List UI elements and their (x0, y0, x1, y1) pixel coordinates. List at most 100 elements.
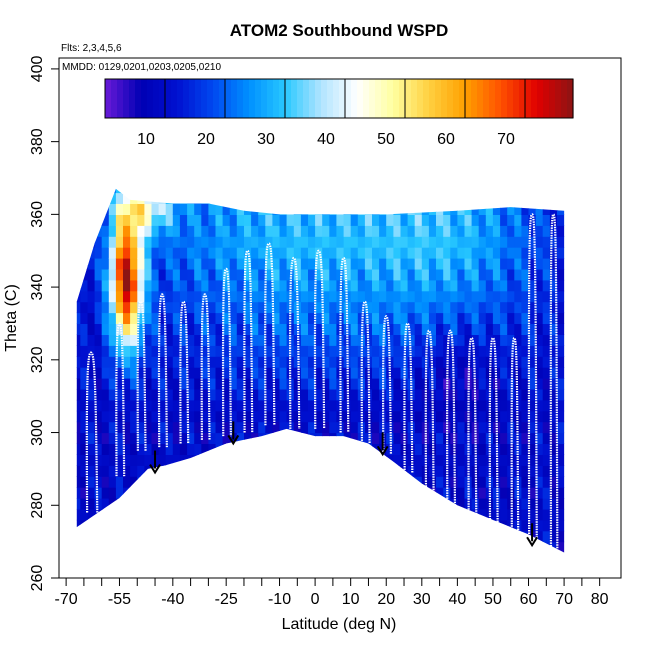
heatmap-cell (293, 508, 302, 521)
heatmap-cell (372, 552, 380, 553)
heatmap-cell (123, 214, 131, 226)
heatmap-cell (436, 334, 444, 346)
heatmap-cell (485, 258, 494, 270)
heatmap-cell (507, 541, 515, 553)
heatmap-cell (521, 236, 530, 248)
heatmap-cell (343, 454, 352, 466)
heatmap-cell (123, 312, 131, 324)
heatmap-cell (300, 334, 309, 346)
heatmap-cell (535, 530, 544, 543)
heatmap-cell (485, 541, 494, 553)
heatmap-cell (364, 519, 373, 532)
heatmap-cell (557, 192, 565, 204)
heatmap-cell (215, 410, 224, 423)
heatmap-cell (144, 334, 153, 346)
heatmap-cell (393, 323, 402, 335)
heatmap-cell (279, 236, 288, 248)
heatmap-cell (549, 508, 558, 521)
flight-profile (264, 242, 276, 426)
colorbar-swatch (189, 79, 196, 118)
heatmap-cell (564, 400, 572, 412)
colorbar-swatch (249, 79, 256, 118)
heatmap-cell (108, 268, 117, 281)
heatmap-cell (315, 171, 323, 183)
heatmap-cell (457, 290, 466, 303)
heatmap-cell (115, 334, 124, 346)
heatmap-cell (187, 203, 195, 215)
heatmap-cell (87, 345, 96, 357)
heatmap-cell (400, 279, 409, 292)
heatmap-cell (258, 410, 266, 423)
heatmap-cell (130, 334, 138, 346)
heatmap-cell (400, 498, 409, 510)
heatmap-cell (485, 476, 494, 488)
heatmap-cell (222, 454, 231, 466)
heatmap-cell (80, 203, 88, 215)
heatmap-cell (115, 421, 124, 434)
heatmap-cell (87, 188, 96, 194)
heatmap-cell (101, 323, 110, 335)
heatmap-cell (172, 236, 181, 248)
heatmap-cell (421, 301, 430, 314)
heatmap-cell (151, 421, 160, 434)
heatmap-cell (272, 552, 281, 553)
heatmap-cell (478, 356, 487, 368)
heatmap-cell (343, 530, 352, 543)
heatmap-cell (194, 508, 202, 521)
heatmap-cell (500, 367, 508, 379)
heatmap-cell (457, 268, 466, 281)
heatmap-cell (265, 312, 273, 324)
heatmap-cell (123, 356, 131, 368)
heatmap-cell (521, 301, 530, 314)
heatmap-cell (386, 203, 394, 215)
heatmap-cell (229, 443, 238, 455)
heatmap-cell (329, 421, 337, 434)
heatmap-cell (108, 508, 117, 521)
heatmap-cell (393, 410, 402, 423)
heatmap-cell (94, 432, 103, 444)
heatmap-cell (279, 519, 288, 532)
heatmap-cell (151, 367, 160, 379)
heatmap-cell (336, 334, 345, 346)
heatmap-cell (549, 312, 558, 324)
heatmap-cell (130, 552, 138, 553)
heatmap-cell (386, 225, 394, 237)
heatmap-cell (144, 214, 153, 226)
heatmap-cell (329, 508, 337, 521)
heatmap-cell (514, 258, 522, 270)
heatmap-cell (293, 225, 302, 237)
heatmap-cell (336, 476, 345, 488)
heatmap-cell (215, 312, 224, 324)
heatmap-cell (94, 301, 103, 314)
heatmap-cell (222, 399, 231, 412)
heatmap-cell (542, 541, 551, 553)
heatmap-cell (500, 225, 508, 237)
heatmap-cell (329, 323, 337, 335)
heatmap-cell (414, 312, 423, 324)
heatmap-cell (201, 388, 209, 401)
heatmap-cell (76, 334, 81, 346)
heatmap-cell (464, 323, 473, 335)
heatmap-cell (549, 301, 558, 314)
heatmap-cell (108, 203, 117, 215)
heatmap-cell (94, 552, 103, 553)
heatmap-cell (229, 519, 238, 532)
heatmap-cell (244, 487, 252, 499)
heatmap-cell (222, 508, 231, 521)
heatmap-cell (500, 290, 508, 303)
heatmap-cell (343, 432, 352, 444)
heatmap-cell (528, 508, 537, 521)
heatmap-cell (123, 188, 131, 194)
heatmap-cell (457, 530, 466, 543)
heatmap-cell (123, 258, 131, 270)
heatmap-cell (500, 388, 508, 401)
heatmap-cell (372, 421, 380, 434)
heatmap-cell (208, 312, 217, 324)
heatmap-cell (557, 432, 565, 444)
heatmap-cell (343, 247, 352, 259)
colorbar-swatch (153, 79, 160, 118)
heatmap-cell (457, 279, 466, 292)
heatmap-cell (372, 476, 380, 488)
heatmap-cell (436, 388, 444, 401)
heatmap-cell (535, 236, 544, 248)
